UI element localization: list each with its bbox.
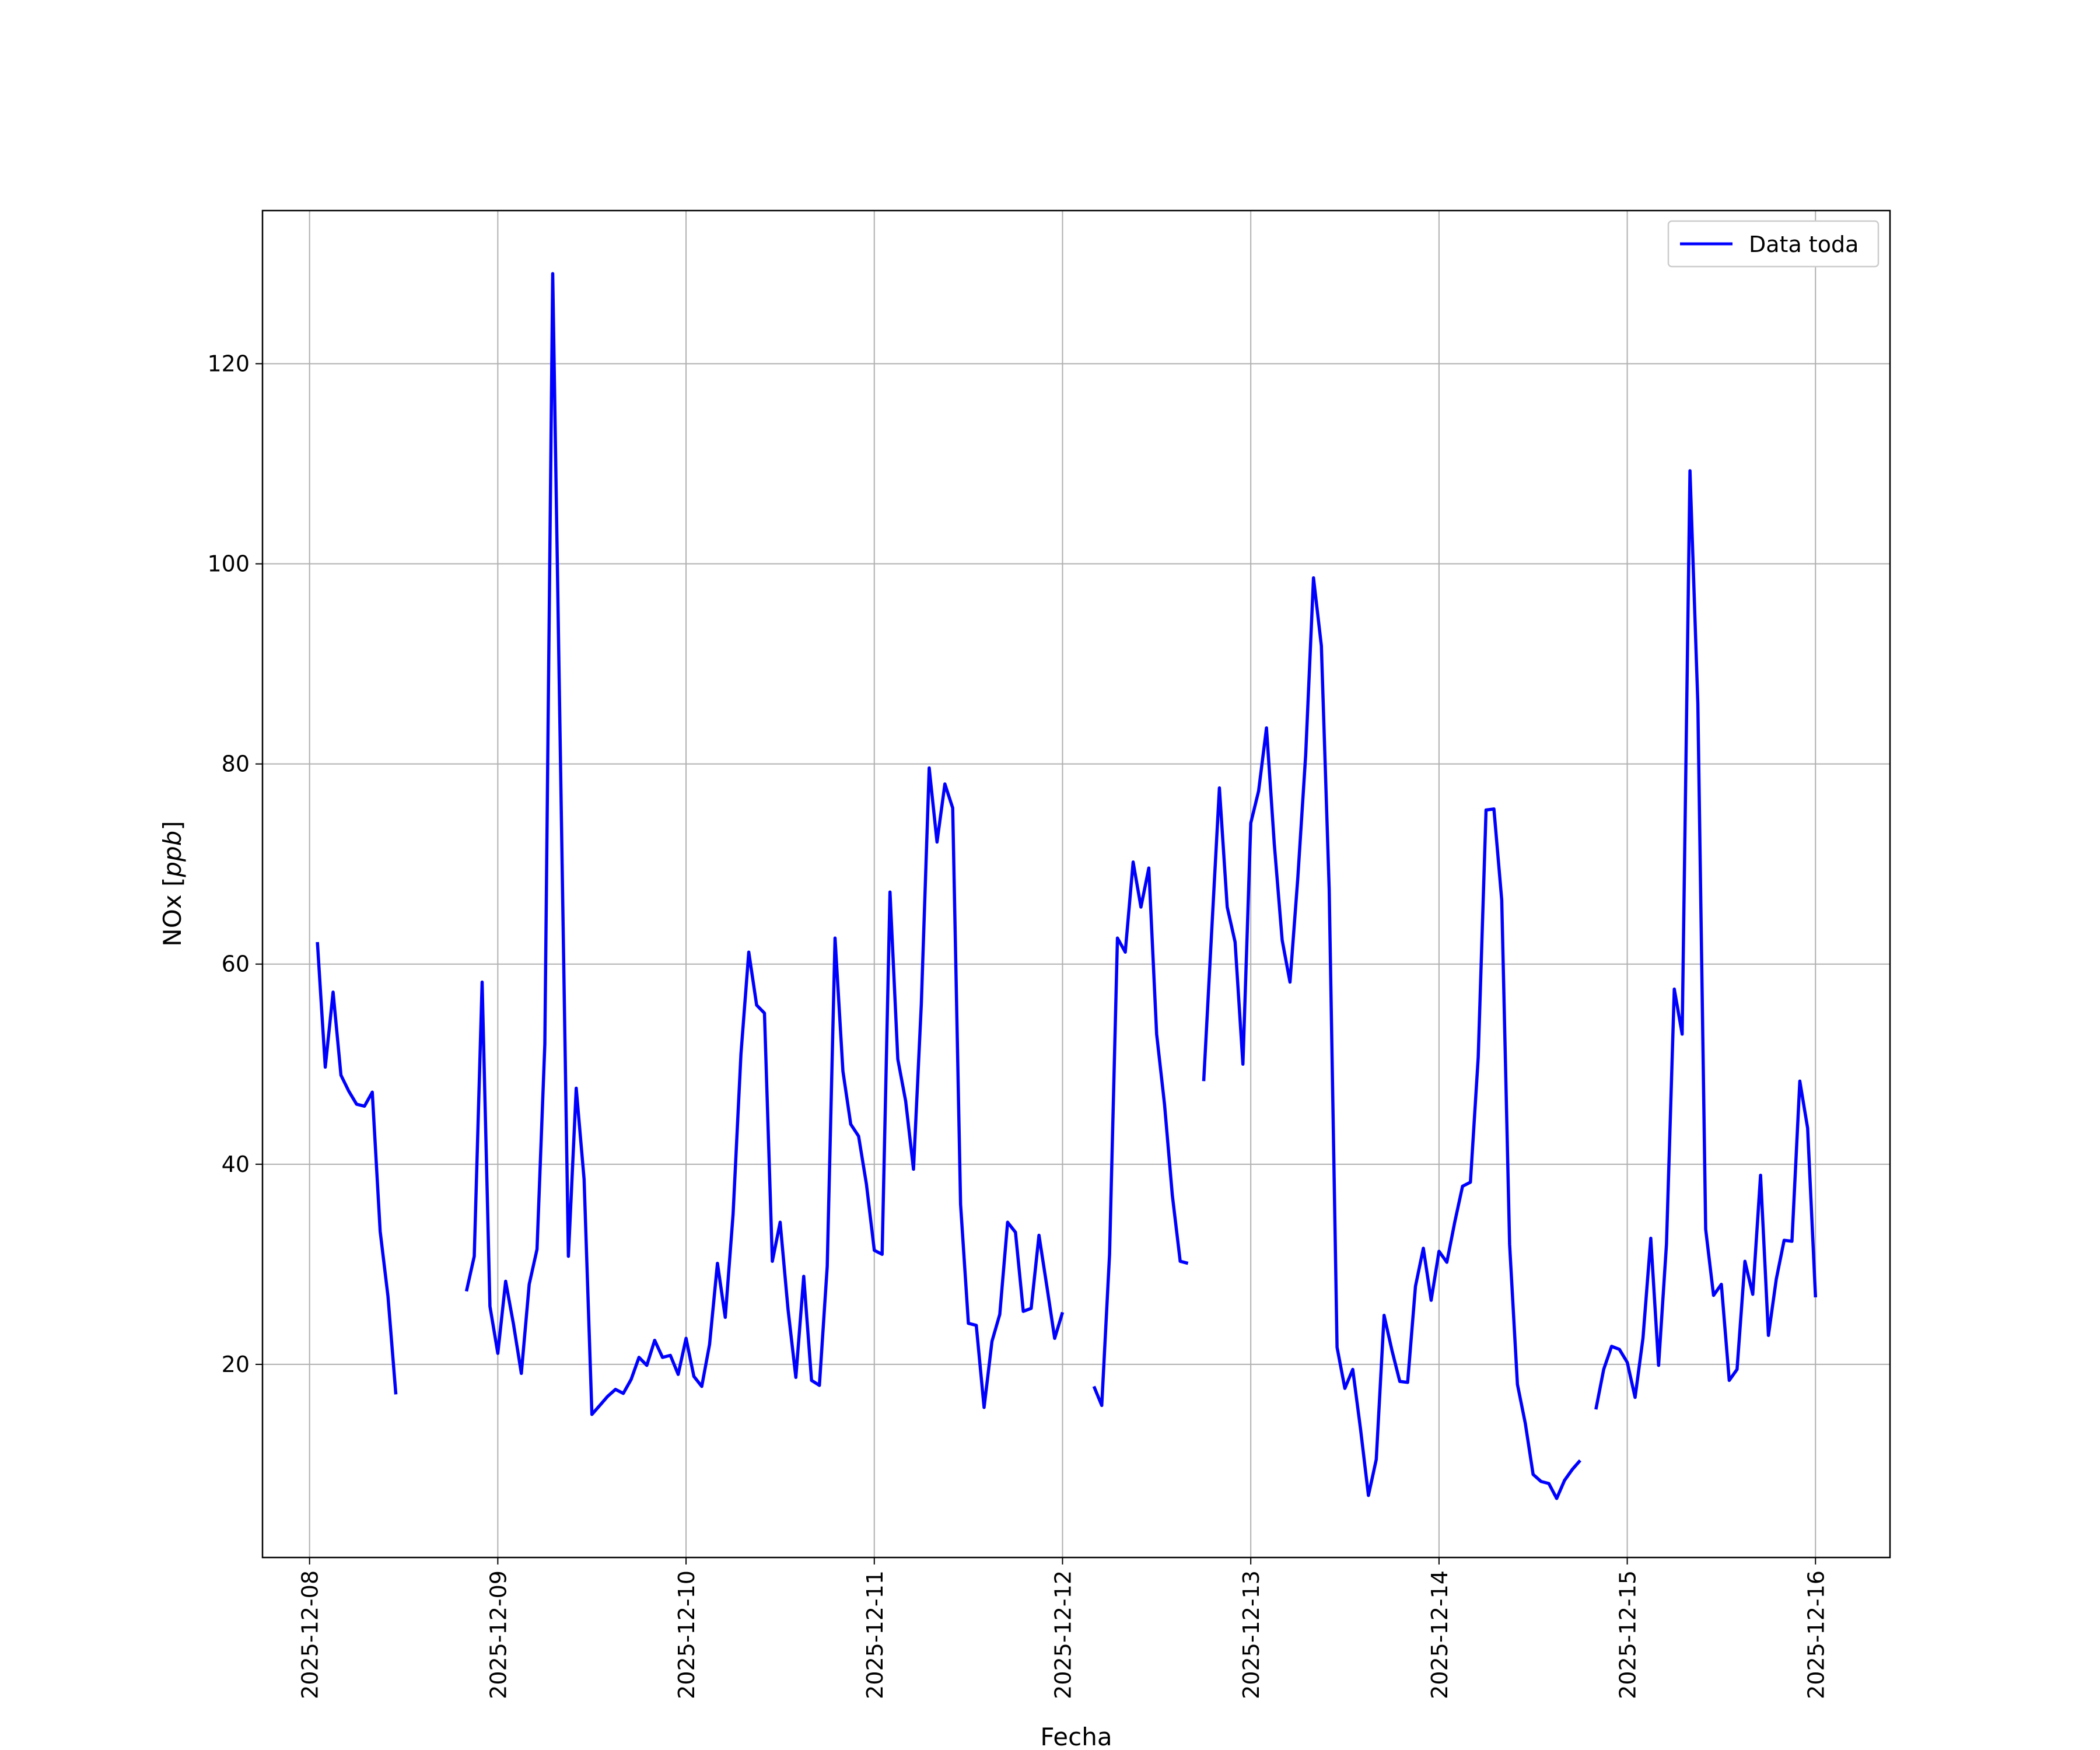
x-tick-label: 2025-12-14 [1427,1570,1452,1699]
series-line-segment [464,272,1065,1416]
series-layer [316,272,1818,1500]
x-tick-label: 2025-12-12 [1050,1570,1076,1699]
x-tick-label: 2025-12-11 [862,1570,888,1699]
series-line-segment [316,942,398,1395]
plot-frame [261,209,1891,1559]
x-tick-label: 2025-12-15 [1615,1570,1641,1699]
x-axis-label: Fecha [1040,1723,1112,1750]
axis-ticks: 2025-12-08 2025-12-09 2025-12-10 2025-12-11… [207,351,1829,1699]
y-tick-label: 20 [222,1352,250,1377]
x-tick-label: 2025-12-16 [1803,1570,1829,1699]
y-tick-label: 80 [222,751,250,777]
x-tick-label: 2025-12-08 [298,1570,323,1699]
y-axis-label: NOx [ppb] [158,821,187,946]
x-tick-label: 2025-12-13 [1238,1570,1264,1699]
series-line-segment [1594,469,1818,1410]
plot-area [262,211,1890,1558]
y-tick-label: 100 [207,551,250,577]
x-tick-label: 2025-12-09 [485,1570,511,1699]
grid-lines [262,211,1890,1558]
y-tick-label: 120 [207,351,250,376]
y-tick-label: 40 [222,1152,250,1177]
y-tick-label: 60 [222,951,250,977]
x-tick-label: 2025-12-10 [674,1570,699,1699]
legend: Data toda [1667,220,1880,268]
legend-label: Data toda [1749,232,1859,257]
series-line-segment [1092,860,1189,1408]
legend-box [1667,220,1880,268]
series-line-segment [1202,576,1581,1500]
